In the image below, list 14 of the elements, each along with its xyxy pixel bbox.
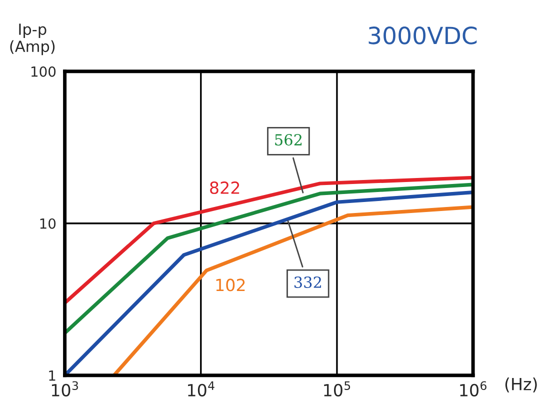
x-axis-title: (Hz) bbox=[505, 378, 537, 392]
x-tick-label: 10$^{4}$ bbox=[188, 381, 214, 396]
annotation: 102 bbox=[216, 278, 245, 292]
x-tick-label: 10$^{5}$ bbox=[324, 381, 350, 396]
y-tick-label: 10 bbox=[40, 218, 56, 229]
x-tick-label: 10$^{6}$ bbox=[460, 381, 486, 396]
y-axis-title: Ip-p (Amp) bbox=[10, 24, 55, 56]
x-tick-label: 10$^{3}$ bbox=[52, 381, 78, 396]
y-tick-label: 100 bbox=[31, 66, 56, 77]
annotation: 562 bbox=[275, 134, 302, 146]
annotation: 332 bbox=[294, 276, 321, 288]
y-tick-label: 1 bbox=[49, 370, 56, 381]
annotation: 822 bbox=[210, 181, 240, 194]
chart-title: 3000VDC bbox=[368, 26, 477, 44]
